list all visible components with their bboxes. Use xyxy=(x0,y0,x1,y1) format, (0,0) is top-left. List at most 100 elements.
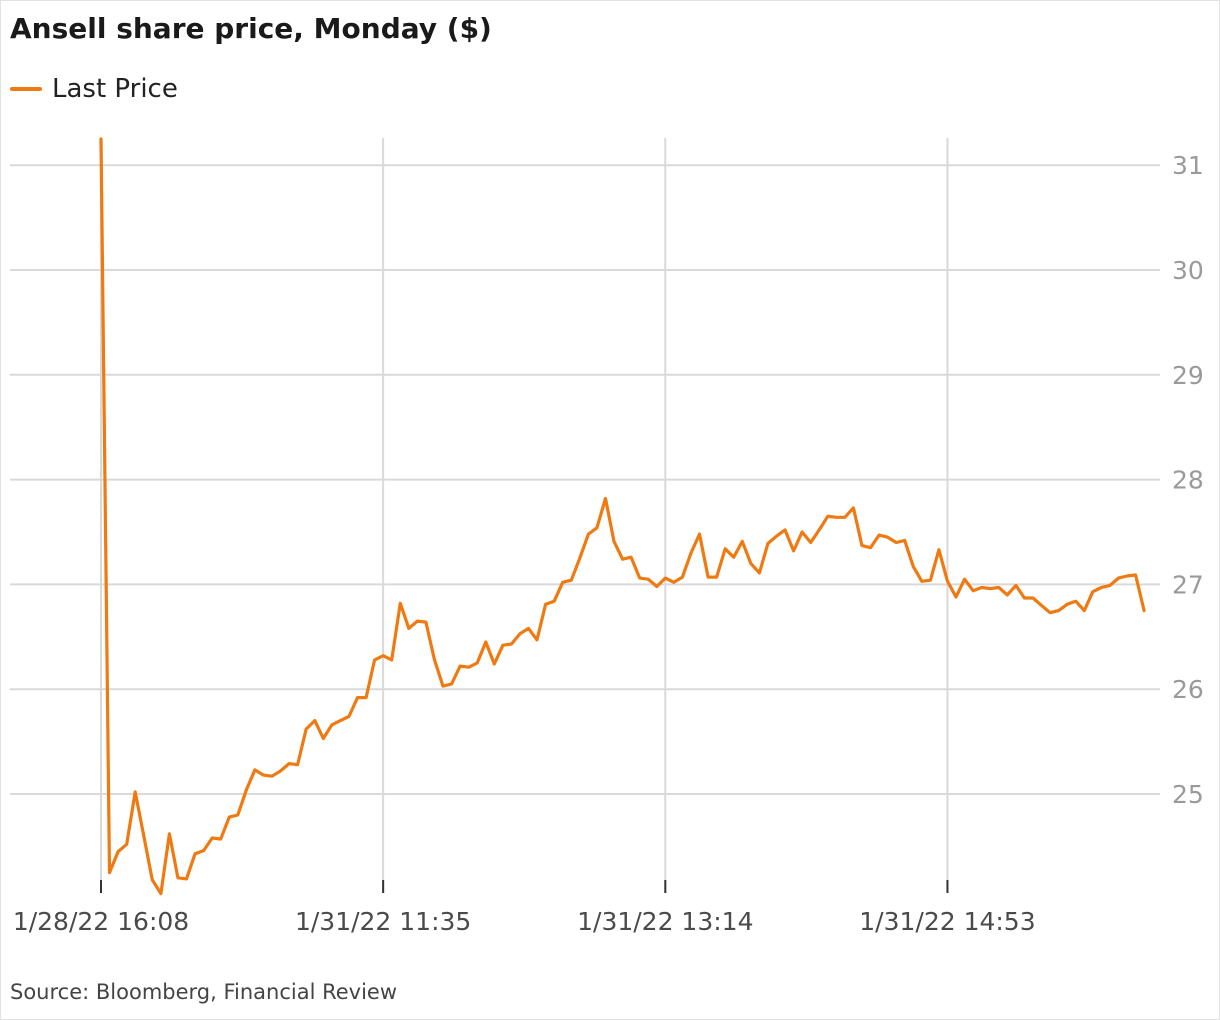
data-point xyxy=(1133,572,1139,578)
data-point xyxy=(98,136,104,142)
data-point xyxy=(355,695,361,701)
data-point xyxy=(551,598,557,604)
data-point xyxy=(603,496,609,502)
data-point xyxy=(953,594,959,600)
legend-swatch xyxy=(10,87,42,91)
y-tick-label: 26 xyxy=(1172,675,1204,704)
x-tick-label: 1/31/22 13:14 xyxy=(577,907,753,936)
data-point xyxy=(124,841,130,847)
data-point xyxy=(833,514,839,520)
data-point xyxy=(1081,608,1087,614)
legend-label-last-price: Last Price xyxy=(52,74,178,104)
data-point xyxy=(816,527,822,533)
data-point xyxy=(166,831,172,837)
data-point xyxy=(380,653,386,659)
data-point xyxy=(637,575,643,581)
data-point xyxy=(1090,589,1096,595)
chart-title: Ansell share price, Monday ($) xyxy=(10,12,492,45)
data-point xyxy=(774,533,780,539)
series-line-last-price xyxy=(99,137,1146,896)
data-point xyxy=(876,532,882,538)
data-point xyxy=(628,554,634,560)
data-point xyxy=(372,657,378,663)
data-point xyxy=(808,540,814,546)
data-point xyxy=(739,538,745,544)
data-point xyxy=(1021,595,1027,601)
data-point xyxy=(945,578,951,584)
data-point xyxy=(517,631,523,637)
data-point xyxy=(286,761,292,767)
data-point xyxy=(962,576,968,582)
data-point xyxy=(389,657,395,663)
data-point xyxy=(697,531,703,537)
data-point xyxy=(987,586,993,592)
data-point xyxy=(218,836,224,842)
data-point xyxy=(979,585,985,591)
data-point xyxy=(252,767,258,773)
data-point xyxy=(474,660,480,666)
x-tick-label: 1/31/22 14:53 xyxy=(859,907,1035,936)
data-point xyxy=(722,546,728,552)
data-point xyxy=(560,579,566,585)
data-point xyxy=(175,875,181,881)
data-point xyxy=(688,550,694,556)
data-point xyxy=(483,639,489,645)
data-point xyxy=(440,683,446,689)
data-point xyxy=(1039,602,1045,608)
y-axis-labels: 25 26 27 28 29 30 31 xyxy=(1172,151,1204,809)
data-point xyxy=(320,736,326,742)
y-tick-label: 31 xyxy=(1172,151,1204,180)
data-point xyxy=(594,525,600,531)
data-point xyxy=(859,543,865,549)
data-point xyxy=(765,541,771,547)
y-tick-label: 30 xyxy=(1172,256,1204,285)
y-tick-label: 25 xyxy=(1172,780,1204,809)
data-point xyxy=(397,600,403,606)
data-point xyxy=(406,625,412,631)
data-point xyxy=(261,772,267,778)
data-point xyxy=(645,576,651,582)
data-point xyxy=(620,556,626,562)
data-point xyxy=(782,527,788,533)
data-point xyxy=(534,637,540,643)
vertical-gridlines xyxy=(100,138,949,893)
data-point xyxy=(671,579,677,585)
data-point xyxy=(1064,601,1070,607)
y-tick-label: 28 xyxy=(1172,466,1204,495)
data-point xyxy=(662,575,668,581)
data-point xyxy=(226,814,232,820)
data-point xyxy=(184,876,190,882)
data-point xyxy=(1004,592,1010,598)
data-point xyxy=(423,619,429,625)
data-point xyxy=(577,555,583,561)
data-point xyxy=(611,538,617,544)
data-point xyxy=(295,762,301,768)
horizontal-gridlines xyxy=(10,164,1160,795)
data-point xyxy=(303,726,309,732)
legend: Last Price xyxy=(10,74,178,104)
data-point xyxy=(927,577,933,583)
x-axis-labels: 1/28/22 16:08 1/31/22 11:35 1/31/22 13:14 1… xyxy=(13,907,1036,936)
data-point xyxy=(1116,575,1122,581)
data-point xyxy=(1107,582,1113,588)
data-point xyxy=(1013,582,1019,588)
data-point xyxy=(714,574,720,580)
data-point xyxy=(568,577,574,583)
data-point xyxy=(132,789,138,795)
data-point xyxy=(192,851,198,857)
x-tick-label: 1/28/22 16:08 xyxy=(13,907,189,936)
data-point xyxy=(850,505,856,511)
data-point xyxy=(731,554,737,560)
data-point xyxy=(449,681,455,687)
data-point xyxy=(457,663,463,669)
data-point xyxy=(1030,595,1036,601)
data-point xyxy=(748,560,754,566)
data-point xyxy=(543,601,549,607)
data-point xyxy=(500,642,506,648)
x-axis-tick-marks xyxy=(100,880,949,893)
data-point xyxy=(329,722,335,728)
data-point xyxy=(115,849,121,855)
data-point xyxy=(919,578,925,584)
data-point xyxy=(825,513,831,519)
data-point xyxy=(1056,608,1062,614)
